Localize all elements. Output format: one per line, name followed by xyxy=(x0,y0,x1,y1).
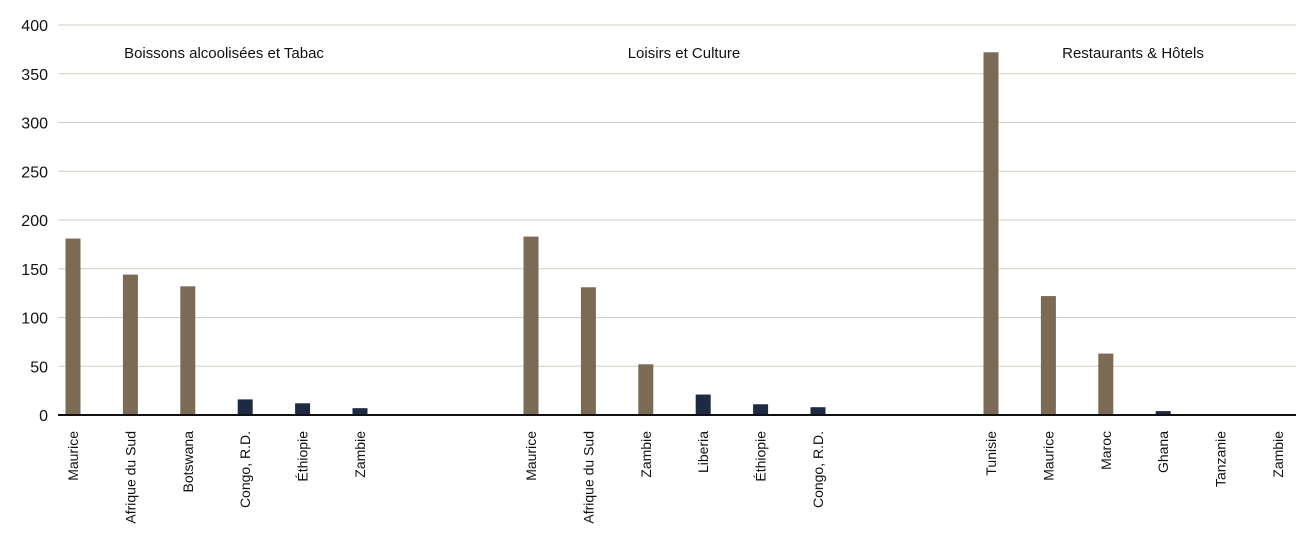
x-category-label: Botswana xyxy=(180,431,196,493)
y-tick-label: 350 xyxy=(21,67,48,84)
y-tick-label: 400 xyxy=(21,18,48,35)
x-category-label: Congo, R.D. xyxy=(810,431,826,508)
bar xyxy=(1040,296,1056,415)
x-category-label: Tunisie xyxy=(983,431,999,476)
bar xyxy=(983,52,999,416)
bar xyxy=(180,286,196,415)
x-category-label: Liberia xyxy=(695,431,711,473)
y-tick-label: 150 xyxy=(21,262,48,279)
bar xyxy=(1098,353,1114,415)
x-category-label: Afrique du Sud xyxy=(122,431,138,524)
bar xyxy=(523,236,539,415)
bar xyxy=(352,408,368,415)
x-axis-labels: Maurice Afrique du Sud Botswana Congo, R.D.… xyxy=(65,431,1286,524)
bar xyxy=(638,364,654,415)
bar xyxy=(753,404,769,415)
bar xyxy=(695,394,711,415)
group-titles: Boissons alcoolisées et Tabac Loisirs et … xyxy=(124,45,1204,62)
x-category-label: Maurice xyxy=(523,431,539,481)
x-category-label: Maroc xyxy=(1098,431,1114,470)
bar xyxy=(580,287,596,415)
y-tick-label: 50 xyxy=(30,359,48,376)
gridlines xyxy=(58,24,1296,367)
x-category-label: Éthiopie xyxy=(753,431,769,482)
group-title: Boissons alcoolisées et Tabac xyxy=(124,45,324,62)
x-category-label: Maurice xyxy=(65,431,81,481)
x-category-label: Afrique du Sud xyxy=(580,431,596,524)
x-category-label: Zambie xyxy=(1270,431,1286,478)
x-category-label: Maurice xyxy=(1040,431,1056,481)
y-tick-label: 300 xyxy=(21,116,48,133)
bar xyxy=(65,238,81,415)
group-title: Restaurants & Hôtels xyxy=(1062,45,1204,62)
x-category-label: Zambie xyxy=(638,431,654,478)
bar xyxy=(810,407,826,415)
bars xyxy=(65,52,1286,416)
group-title: Loisirs et Culture xyxy=(628,45,741,62)
x-category-label: Éthiopie xyxy=(295,431,311,482)
bar xyxy=(122,274,138,415)
y-axis-ticks: 0 50 100 150 200 250 300 350 400 xyxy=(21,18,48,425)
bar xyxy=(295,403,311,415)
bar xyxy=(1155,411,1171,415)
x-category-label: Ghana xyxy=(1155,431,1171,473)
bar xyxy=(237,399,253,415)
y-tick-label: 100 xyxy=(21,311,48,328)
x-category-label: Congo, R.D. xyxy=(237,431,253,508)
x-category-label: Tanzanie xyxy=(1213,431,1229,487)
y-tick-label: 200 xyxy=(21,213,48,230)
y-tick-label: 0 xyxy=(39,408,48,425)
y-tick-label: 250 xyxy=(21,164,48,181)
x-category-label: Zambie xyxy=(352,431,368,478)
